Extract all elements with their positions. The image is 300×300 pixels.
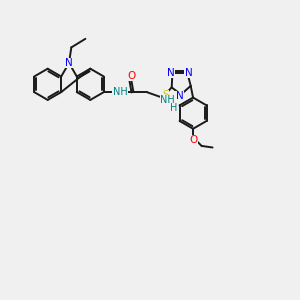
Text: O: O [189, 135, 197, 145]
Text: NH: NH [113, 87, 128, 97]
Text: N: N [167, 68, 175, 78]
Text: N: N [185, 68, 193, 78]
Text: NH: NH [160, 95, 175, 105]
Text: N: N [176, 91, 183, 101]
Text: S: S [162, 90, 169, 100]
Text: O: O [127, 71, 135, 81]
Text: N: N [65, 58, 73, 68]
Text: H: H [170, 103, 177, 113]
